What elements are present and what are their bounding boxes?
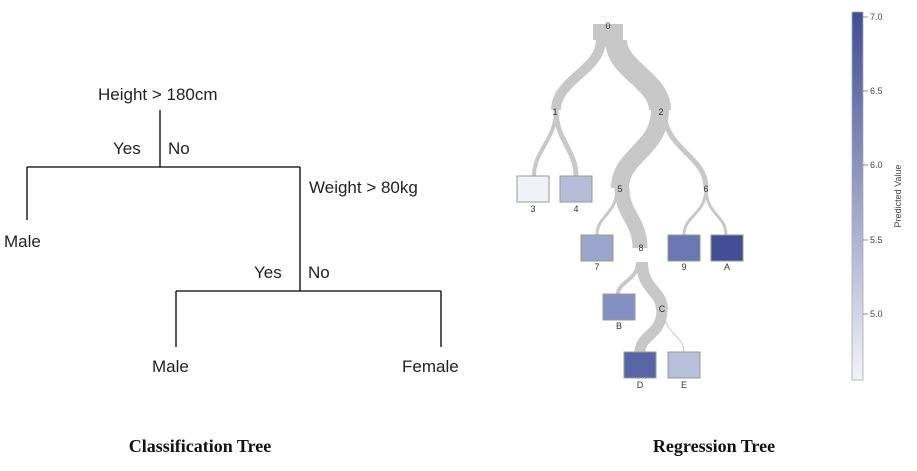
colorbar-ticks [863,16,868,315]
leaf-label: 7 [594,262,599,272]
classification-tree: Height > 180cm Yes No Male Weight > 80kg… [4,85,459,456]
root-yes-leaf-label: Male [4,232,41,251]
colorbar-tick-label: 5.0 [870,309,883,319]
second-question-label: Weight > 80kg [309,178,418,197]
colorbar-title: Predicted Value [893,165,903,228]
leaf-label: B [616,321,622,331]
root-yes-label: Yes [113,139,141,158]
second-yes-label: Yes [254,263,282,282]
root-no-label: No [168,139,190,158]
leaf-node-A [710,234,744,262]
regression-tree-branches [532,24,728,353]
leaf-label: E [681,380,687,390]
classification-tree-caption: Classification Tree [129,436,272,456]
leaf-node-D [623,351,657,379]
leaf-label: 4 [573,204,578,214]
leaf-node-3 [516,175,550,203]
internal-node-label: 1 [552,107,557,117]
second-no-leaf-label: Female [402,357,459,376]
leaf-node-E [667,351,701,379]
colorbar-tick-label: 7.0 [870,12,883,22]
leaf-label: 3 [530,204,535,214]
internal-node-label: 2 [658,107,663,117]
leaf-node-4 [559,175,593,203]
colorbar-tick-label: 6.0 [870,160,883,170]
leaf-node-9 [667,234,701,262]
colorbar: 7.0 6.5 6.0 5.5 5.0 Predicted Value [851,11,903,381]
colorbar-tick-label: 6.5 [870,86,883,96]
second-yes-leaf-label: Male [152,357,189,376]
internal-node-label: 6 [703,184,708,194]
classification-tree-edges [26,110,442,347]
second-no-label: No [308,263,330,282]
internal-node-label: 5 [617,184,622,194]
colorbar-gradient [851,11,864,381]
root-question-label: Height > 180cm [98,85,218,104]
leaf-node-B [602,293,636,321]
leaf-node-7 [580,234,614,262]
leaf-label: A [724,262,730,272]
regression-tree-caption: Regression Tree [653,436,775,456]
colorbar-tick-label: 5.5 [870,235,883,245]
internal-node-label: 0 [605,21,610,31]
regression-tree: 0 1 2 5 6 8 C 3 4 7 9 A B D E Regression… [516,21,775,456]
leaf-label: 9 [681,262,686,272]
internal-node-label: C [659,304,666,314]
internal-node-label: 8 [638,243,643,253]
leaf-label: D [637,380,644,390]
